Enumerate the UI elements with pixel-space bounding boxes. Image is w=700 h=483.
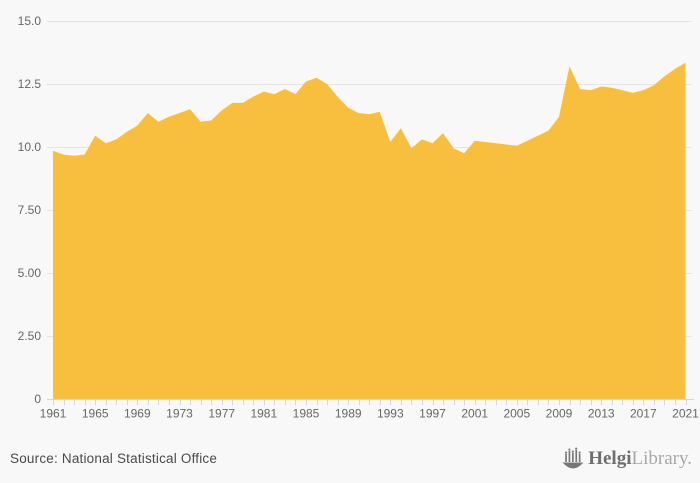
area-chart: 0 2.50 5.00 7.50 10.0 12.5 15.0 1961 1965 1969 197… xyxy=(18,14,700,421)
x-axis-label: 1989 xyxy=(335,407,362,421)
x-axis-label: 1997 xyxy=(419,407,446,421)
y-axis-label: 5.00 xyxy=(18,266,42,280)
x-axis-label: 1973 xyxy=(166,407,193,421)
logo-wordmark: HelgiLibrary. xyxy=(588,448,692,470)
helgi-library-logo[interactable]: HelgiLibrary. xyxy=(562,447,692,470)
y-axis-label: 10.0 xyxy=(18,140,42,154)
y-axis-label: 15.0 xyxy=(18,14,42,28)
chart-canvas: 0 2.50 5.00 7.50 10.0 12.5 15.0 1961 1965 1969 197… xyxy=(18,14,700,421)
x-axis-label: 2021 xyxy=(672,407,699,421)
x-axis-label: 2005 xyxy=(503,407,530,421)
x-axis-label: 1985 xyxy=(293,407,320,421)
logo-text-helgi: Helgi xyxy=(588,447,632,469)
y-axis-label: 2.50 xyxy=(18,329,42,343)
chart-footer: Source: National Statistical Office xyxy=(0,430,700,483)
logo-text-library: Library. xyxy=(631,447,693,469)
x-axis-label: 1993 xyxy=(377,407,404,421)
x-axis-label: 2009 xyxy=(546,407,573,421)
x-axis-label: 1965 xyxy=(82,407,109,421)
helgi-ship-icon xyxy=(562,447,584,470)
x-axis-label: 1977 xyxy=(208,407,235,421)
y-axis-label: 0 xyxy=(34,392,41,406)
y-axis-label: 12.5 xyxy=(18,77,42,91)
x-axis-label: 1969 xyxy=(124,407,151,421)
source-text: Source: National Statistical Office xyxy=(10,451,218,466)
x-axis-label: 1961 xyxy=(40,407,67,421)
x-axis-label: 2013 xyxy=(588,407,615,421)
x-axis-label: 2001 xyxy=(461,407,488,421)
x-axis-label: 2017 xyxy=(630,407,657,421)
area-series xyxy=(53,62,686,399)
x-axis-label: 1981 xyxy=(250,407,277,421)
y-axis-label: 7.50 xyxy=(18,203,42,217)
